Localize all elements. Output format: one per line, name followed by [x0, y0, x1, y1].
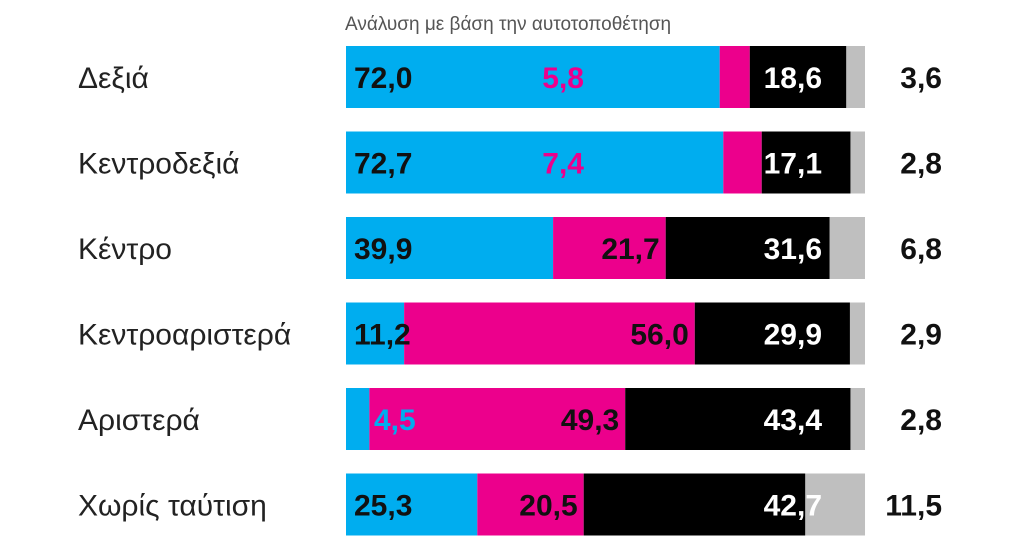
value-label-black: 29,9: [764, 319, 822, 352]
bar-segment-magenta: [477, 473, 584, 536]
value-label-magenta: 21,7: [601, 233, 659, 266]
category-label: Κέντρο: [78, 233, 172, 266]
bar-segment-blue: [346, 388, 370, 450]
bar-segment-grey: [850, 388, 865, 450]
value-label-blue: 25,3: [354, 490, 412, 523]
value-label-black: 17,1: [764, 148, 822, 181]
bar-segment-black: [694, 302, 850, 365]
value-label-magenta: 49,3: [561, 404, 619, 437]
value-label-grey: 3,6: [900, 62, 942, 95]
value-label-black: 18,6: [764, 62, 822, 95]
bar-segment-magenta: [553, 217, 666, 279]
bar-segment-blue: [346, 473, 478, 536]
bar-segment-blue: [346, 217, 554, 279]
bar-segment-black: [749, 46, 847, 108]
value-label-black: 31,6: [764, 233, 822, 266]
bar-segment-black: [583, 473, 806, 536]
bar-segment-grey: [829, 217, 865, 279]
category-label: Κεντροαριστερά: [78, 319, 291, 352]
category-label: Κεντροδεξιά: [78, 148, 240, 181]
value-label-magenta: 5,8: [542, 62, 584, 95]
category-label: Δεξιά: [78, 62, 149, 95]
value-label-magenta: 20,5: [519, 490, 577, 523]
value-label-black: 43,4: [764, 404, 823, 437]
value-label-blue: 4,5: [374, 404, 416, 437]
category-label: Αριστερά: [78, 404, 200, 437]
bar-segment-magenta: [719, 46, 750, 108]
bar-segment-grey: [850, 131, 865, 194]
bar-segment-grey: [846, 46, 865, 108]
bar-segment-grey: [805, 473, 866, 536]
bar-segment-black: [625, 388, 851, 450]
bar-segment-magenta: [404, 302, 695, 365]
bar-segment-magenta: [723, 131, 762, 194]
value-label-grey: 6,8: [900, 233, 942, 266]
value-label-blue: 39,9: [354, 233, 412, 266]
bar-segment-black: [665, 217, 830, 279]
bar-segment-grey: [849, 302, 865, 365]
bar-segment-magenta: [369, 388, 626, 450]
labels-layer: Δεξιά 72,0 5,8 18,6 3,6 Κεντροδεξιά 72,7 7,4 17,…: [78, 62, 942, 523]
value-label-blue: 11,2: [354, 319, 411, 352]
value-label-magenta: 7,4: [542, 148, 584, 181]
bar-segment-blue: [346, 302, 405, 365]
value-label-blue: 72,0: [354, 62, 412, 95]
value-label-black: 42,7: [764, 490, 822, 523]
value-label-blue: 72,7: [354, 148, 412, 181]
value-label-grey: 2,9: [900, 319, 942, 352]
chart-subtitle: Ανάλυση με βάση την αυτοτοποθέτηση: [345, 14, 671, 35]
bar-segment-blue: [346, 46, 720, 108]
value-label-magenta: 56,0: [630, 319, 688, 352]
bar-segment-blue: [346, 131, 724, 194]
value-label-grey: 2,8: [900, 404, 942, 437]
category-label: Χωρίς ταύτιση: [78, 490, 267, 523]
value-label-grey: 11,5: [885, 490, 942, 523]
bars-layer: [346, 46, 866, 536]
value-label-grey: 2,8: [900, 148, 942, 181]
bar-segment-black: [761, 131, 851, 194]
